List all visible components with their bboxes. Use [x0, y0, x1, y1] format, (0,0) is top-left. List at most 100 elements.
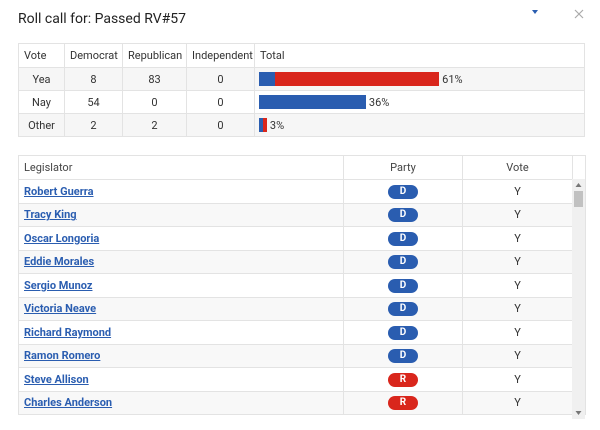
scrollbar-graphic	[574, 183, 583, 415]
cell-vote: Y	[462, 343, 573, 368]
summary-row: Yea 8 83 0 61%	[18, 67, 585, 91]
column-header: Legislator	[18, 155, 344, 180]
legislator-row: Ramon Romero D Y	[18, 343, 586, 368]
scroll-thumb[interactable]	[574, 191, 583, 207]
cell-name: Eddie Morales	[18, 249, 344, 274]
close-button[interactable]	[574, 9, 584, 19]
cell-vote: Y	[462, 202, 573, 227]
cell-party: D	[343, 343, 463, 368]
total-percent: 3%	[269, 118, 285, 132]
cell-vote: Yea	[18, 67, 65, 91]
cell-party: D	[343, 320, 463, 345]
party-badge: D	[388, 184, 418, 199]
cell-party: D	[343, 226, 463, 251]
legislator-row: Oscar Longoria D Y	[18, 226, 586, 251]
party-badge: D	[388, 231, 418, 246]
cell-name: Ramon Romero	[18, 343, 344, 368]
legislator-row: Robert Guerra D Y	[18, 179, 586, 204]
scroll-header	[572, 155, 586, 180]
cell-vote: Y	[462, 226, 573, 251]
legislator-body: Robert Guerra D Y Tracy King D Y Oscar Longori…	[18, 179, 586, 415]
party-badge: R	[388, 372, 418, 387]
cell-republican: 83	[122, 67, 187, 91]
party-badge: D	[388, 278, 418, 293]
legislator-row: Richard Raymond D Y	[18, 320, 586, 345]
cell-party: D	[343, 296, 463, 321]
cell-democrat: 54	[64, 90, 123, 114]
cell-vote: Y	[462, 179, 573, 204]
legislator-link[interactable]: Charles Anderson	[24, 396, 113, 410]
cell-name: Charles Anderson	[18, 390, 344, 415]
legislator-header: Legislator Party Vote	[18, 155, 586, 180]
legislator-table: Legislator Party Vote Robert Guerra D Y Tracy…	[18, 155, 586, 415]
cell-total: 36%	[254, 90, 585, 114]
legislator-link[interactable]: Ramon Romero	[24, 349, 101, 363]
cell-republican: 2	[122, 113, 187, 137]
legislator-link[interactable]: Oscar Longoria	[24, 231, 100, 245]
summary-body: Yea 8 83 0 61% Nay 54 0 0 36% Other 2 2 0 3%	[18, 67, 585, 137]
cell-vote: Y	[462, 249, 573, 274]
summary-table: Vote Democrat Republican Independent Total Y…	[18, 43, 585, 137]
cell-party: D	[343, 249, 463, 274]
cell-party: D	[343, 202, 463, 227]
close-icon	[574, 9, 584, 19]
column-header[interactable]: Vote	[462, 155, 573, 180]
party-badge: D	[388, 255, 418, 270]
scroll-up[interactable]	[575, 183, 582, 187]
bar-democrat	[259, 118, 263, 133]
bar-democrat	[259, 72, 275, 87]
summary-row: Other 2 2 0 3%	[18, 113, 585, 137]
dialog-title: Roll call for: Passed RV#57	[18, 11, 186, 27]
party-badge: D	[388, 208, 418, 223]
cell-vote: Y	[462, 320, 573, 345]
cell-party: D	[343, 273, 463, 298]
cell-vote: Y	[462, 390, 573, 415]
cell-name: Sergio Munoz	[18, 273, 344, 298]
column-header: Republican	[122, 43, 187, 68]
scrollbar[interactable]	[572, 179, 585, 419]
bar-democrat	[259, 95, 366, 110]
party-badge: D	[388, 302, 418, 317]
cell-name: Steve Allison	[18, 367, 344, 392]
legislator-row: Victoria Neave D Y	[18, 296, 586, 321]
cell-name: Oscar Longoria	[18, 226, 344, 251]
cell-independent: 0	[186, 90, 255, 114]
cell-independent: 0	[186, 113, 255, 137]
cell-vote: Y	[462, 296, 573, 321]
cell-independent: 0	[186, 67, 255, 91]
cell-vote: Y	[462, 273, 573, 298]
legislator-link[interactable]: Richard Raymond	[24, 325, 112, 339]
bar-republican	[262, 118, 267, 133]
party-badge: R	[388, 396, 418, 411]
cell-name: Richard Raymond	[18, 320, 344, 345]
summary-row: Nay 54 0 0 36%	[18, 90, 585, 114]
cell-republican: 0	[122, 90, 187, 114]
column-header: Independent	[186, 43, 255, 68]
legislator-row: Charles Anderson R Y	[18, 390, 586, 415]
party-badge: D	[388, 349, 418, 364]
legislator-link[interactable]: Victoria Neave	[24, 302, 97, 316]
total-percent: 61%	[442, 72, 463, 86]
legislator-link[interactable]: Steve Allison	[24, 372, 89, 386]
scroll-down[interactable]	[575, 411, 582, 415]
total-percent: 36%	[368, 95, 390, 109]
cell-name: Robert Guerra	[18, 179, 344, 204]
cell-name: Victoria Neave	[18, 296, 344, 321]
cell-party: R	[343, 390, 463, 415]
column-header: Democrat	[64, 43, 123, 68]
party-badge: D	[388, 325, 418, 340]
legislator-link[interactable]: Robert Guerra	[24, 184, 94, 198]
legislator-row: Steve Allison R Y	[18, 367, 586, 392]
legislator-link[interactable]: Eddie Morales	[24, 255, 95, 269]
column-header: Vote	[18, 43, 65, 68]
column-header: Total	[254, 43, 585, 68]
cell-democrat: 8	[64, 67, 123, 91]
legislator-link[interactable]: Sergio Munoz	[24, 278, 93, 292]
legislator-link[interactable]: Tracy King	[24, 208, 77, 222]
bar-republican	[274, 72, 440, 87]
cell-party: D	[343, 179, 463, 204]
sort-arrow	[532, 10, 538, 14]
sort-icon[interactable]	[500, 8, 540, 16]
column-header: Party	[343, 155, 463, 180]
